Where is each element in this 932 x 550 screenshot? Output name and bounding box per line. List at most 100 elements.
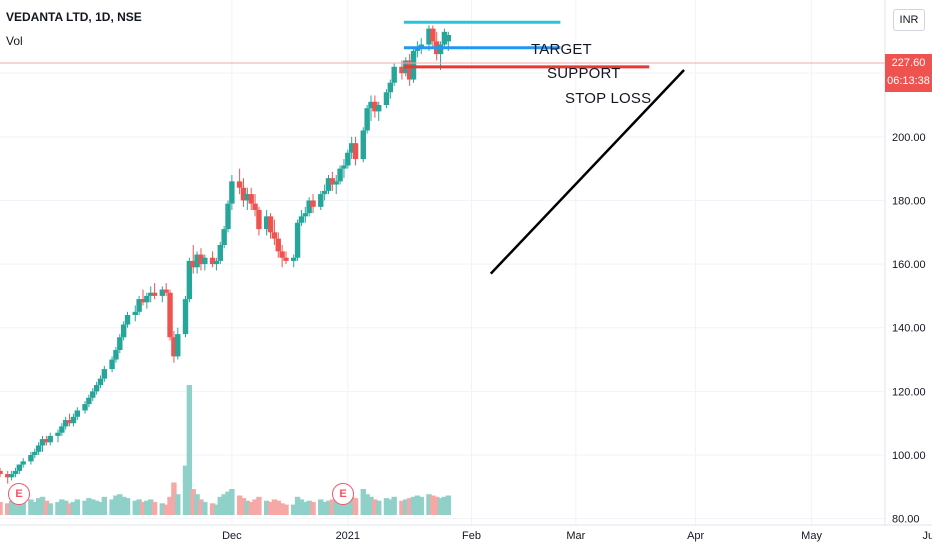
candle-body <box>39 439 46 446</box>
candle-body <box>20 461 26 465</box>
volume-bar <box>291 504 297 515</box>
volume-bar <box>0 502 3 515</box>
x-tick-label: Feb <box>462 530 481 542</box>
symbol-title[interactable]: VEDANTA LTD, 1D, NSE <box>6 10 142 24</box>
volume-bar <box>325 500 332 515</box>
candle-body <box>163 289 169 293</box>
volume-bar <box>341 498 347 515</box>
volume-bar <box>101 496 108 515</box>
candle-body <box>0 470 3 475</box>
candle-body <box>418 44 424 48</box>
candle-body <box>275 238 281 252</box>
time-scale-background[interactable] <box>0 525 932 550</box>
candle-body <box>221 229 227 245</box>
volume-bar <box>186 385 193 515</box>
volume-bar <box>113 495 119 515</box>
candle-body <box>144 295 150 303</box>
x-tick-label: Mar <box>566 530 585 542</box>
volume-bar <box>32 502 38 515</box>
volume-bar <box>329 499 336 515</box>
volume-bar <box>159 503 166 515</box>
volume-bar <box>217 496 223 515</box>
volume-bar <box>321 502 328 515</box>
volume-bar <box>117 494 123 515</box>
trendline[interactable] <box>489 69 685 275</box>
candle-body <box>8 474 15 478</box>
volume-bar <box>426 494 432 515</box>
candle-body <box>441 31 448 45</box>
volume-bar <box>248 502 254 515</box>
volume-bar <box>136 499 142 515</box>
y-tick-label: 140.00 <box>892 323 926 335</box>
candle-body <box>186 260 193 300</box>
candle-body <box>426 28 432 45</box>
volume-bar <box>5 503 11 515</box>
volume-bar <box>283 504 289 515</box>
candle-body <box>360 130 366 160</box>
candle-body <box>32 451 38 455</box>
candle-body <box>306 200 312 214</box>
volume-bar <box>337 500 343 515</box>
volume-bar <box>410 496 417 515</box>
volume-bar <box>414 495 421 515</box>
volume-bar <box>70 502 77 515</box>
volume-bar <box>376 500 382 515</box>
support-annotation[interactable]: SUPPORT <box>547 65 621 82</box>
earnings-badge[interactable]: E <box>332 483 354 505</box>
volume-bar <box>252 499 258 515</box>
volume-bar <box>302 502 309 515</box>
volume-bar <box>59 499 65 515</box>
volume-bar <box>403 499 409 515</box>
volume-bar <box>8 500 15 515</box>
candle-body <box>225 203 231 230</box>
volume-bar <box>151 502 158 515</box>
volume-bar <box>90 499 96 515</box>
candle-body <box>35 445 42 452</box>
candle-body <box>376 105 382 112</box>
candle-body <box>414 47 421 51</box>
candle-body <box>399 66 405 74</box>
candle-body <box>97 378 104 385</box>
volume-bar <box>144 500 150 515</box>
candle-body <box>209 257 216 265</box>
volume-bar <box>256 496 262 515</box>
volume-bar <box>391 496 397 515</box>
volume-bar <box>97 502 104 515</box>
candle-body <box>132 311 138 315</box>
volume-bar <box>387 499 394 515</box>
volume-bar <box>194 494 200 515</box>
earnings-badge[interactable]: E <box>8 483 30 505</box>
candle-body <box>329 178 336 185</box>
candle-body <box>445 35 451 42</box>
candle-body <box>140 299 146 303</box>
volume-bar <box>368 496 374 515</box>
volume-bar <box>306 500 312 515</box>
level-lines[interactable] <box>403 20 650 69</box>
target-annotation[interactable]: TARGET <box>531 41 592 58</box>
volume-bar <box>445 495 451 515</box>
volume-bar <box>109 499 115 515</box>
y-tick-label: 160.00 <box>892 259 926 271</box>
candle-body <box>410 50 417 80</box>
volume-bar <box>275 500 281 515</box>
candle-body <box>337 168 343 182</box>
stop-loss-annotation[interactable]: STOP LOSS <box>565 90 652 107</box>
volume-bars <box>0 385 451 515</box>
volume-bar <box>406 498 413 515</box>
volume-label[interactable]: Vol <box>6 34 23 48</box>
candle-body <box>283 257 289 261</box>
volume-bar <box>16 499 23 515</box>
candle-body <box>93 385 100 392</box>
candle-body <box>5 474 11 478</box>
ascending-trend-line <box>489 69 685 275</box>
volume-bar <box>28 499 34 515</box>
volume-bar <box>39 496 46 515</box>
candle-body <box>318 194 324 207</box>
volume-bar <box>140 502 146 515</box>
x-tick-label: 2021 <box>336 530 360 542</box>
currency-badge[interactable]: INR <box>893 9 925 31</box>
volume-bar <box>163 504 169 515</box>
volume-bar <box>263 500 270 515</box>
volume-bar <box>221 494 227 515</box>
